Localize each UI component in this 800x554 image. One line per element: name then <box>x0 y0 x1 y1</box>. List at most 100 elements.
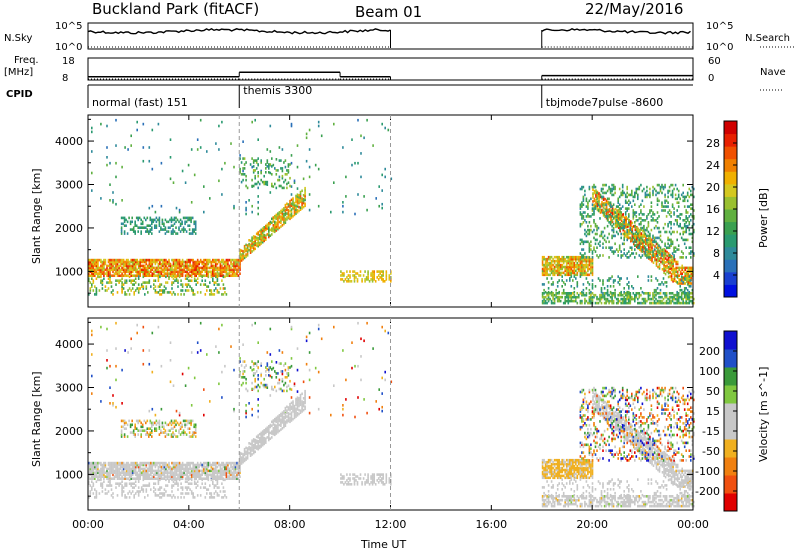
heatmap-cell <box>564 295 566 299</box>
heatmap-cell <box>591 265 594 269</box>
heatmap-cell <box>132 228 135 231</box>
heatmap-cell <box>134 277 137 280</box>
heatmap-cell <box>175 264 178 268</box>
heatmap-cell <box>173 218 176 222</box>
heatmap-cell <box>100 270 102 274</box>
heatmap-cell <box>630 220 632 223</box>
heatmap-cell <box>234 471 237 475</box>
heatmap-cell <box>228 469 231 473</box>
heatmap-cell <box>646 254 648 257</box>
heatmap-cell <box>564 283 566 286</box>
heatmap-cell <box>150 471 152 475</box>
heatmap-cell <box>206 477 208 480</box>
heatmap-cell <box>570 259 573 263</box>
heatmap-cell <box>157 262 160 266</box>
heatmap-cell <box>672 262 674 265</box>
heatmap-cell <box>120 222 123 226</box>
heatmap-cell <box>624 201 627 204</box>
heatmap-cell <box>565 271 568 275</box>
heatmap-cell <box>616 217 618 220</box>
heatmap-cell <box>101 279 104 282</box>
heatmap-cell <box>181 270 184 274</box>
heatmap-cell <box>269 222 272 226</box>
heatmap-cell <box>88 471 90 475</box>
heatmap-cell <box>581 256 583 259</box>
heatmap-cell <box>682 230 684 234</box>
heatmap-cell <box>584 219 586 222</box>
heatmap-cell <box>611 183 613 187</box>
heatmap-cell <box>163 463 166 467</box>
heatmap-cell <box>172 272 175 275</box>
heatmap-cell <box>124 484 126 487</box>
heatmap-cell <box>112 471 114 475</box>
heatmap-cell <box>651 258 653 261</box>
heatmap-cell <box>251 246 253 249</box>
heatmap-cell <box>634 224 636 228</box>
heatmap-cell <box>613 212 615 215</box>
heatmap-cell <box>632 287 635 290</box>
heatmap-cell <box>116 274 119 277</box>
heatmap-cell <box>140 463 143 467</box>
heatmap-cell <box>184 228 186 231</box>
heatmap-cell <box>144 264 146 268</box>
heatmap-cell <box>681 264 683 268</box>
heatmap-cell <box>644 246 647 249</box>
heatmap-cell <box>125 467 128 471</box>
colorbar-swatch <box>724 196 737 210</box>
heatmap-cell <box>186 270 188 274</box>
heatmap-cell <box>148 258 151 262</box>
heatmap-cell <box>115 264 117 268</box>
heatmap-cell <box>180 482 182 485</box>
heatmap-cell <box>597 297 600 301</box>
heatmap-cell <box>349 280 351 283</box>
heatmap-cell <box>654 256 656 260</box>
heatmap-cell <box>190 218 192 222</box>
heatmap-cell <box>112 293 114 296</box>
heatmap-cell <box>581 205 583 208</box>
heatmap-cell <box>581 238 583 242</box>
heatmap-cell <box>128 279 131 282</box>
heatmap-cell <box>603 292 606 295</box>
heatmap-cell <box>572 269 574 273</box>
heatmap-cell <box>95 465 98 469</box>
heatmap-cell <box>649 187 651 191</box>
heatmap-cell <box>579 265 582 269</box>
heatmap-cell <box>547 273 550 277</box>
heatmap-cell <box>639 242 641 246</box>
heatmap-cell <box>254 176 256 180</box>
heatmap-cell <box>137 260 140 264</box>
heatmap-cell <box>219 465 222 469</box>
heatmap-cell <box>239 471 241 475</box>
heatmap-cell <box>590 299 592 303</box>
heatmap-cell <box>94 270 96 274</box>
heatmap-cell <box>175 232 177 235</box>
heatmap-cell <box>621 297 624 301</box>
heatmap-cell <box>190 279 193 282</box>
heatmap-cell <box>380 278 383 281</box>
heatmap-cell <box>689 268 691 272</box>
heatmap-cell <box>142 471 145 475</box>
colorbar-swatch <box>724 158 737 172</box>
heatmap-cell <box>579 292 582 295</box>
heatmap-cell <box>653 290 656 294</box>
heatmap-cell <box>608 232 610 236</box>
heatmap-cell <box>688 222 691 226</box>
heatmap-cell <box>609 222 612 226</box>
heatmap-cell <box>204 264 207 268</box>
heatmap-cell <box>239 250 241 254</box>
heatmap-cell <box>655 219 657 222</box>
heatmap-cell <box>656 211 659 214</box>
heatmap-cell <box>195 266 197 270</box>
heatmap-cell <box>628 232 631 236</box>
heatmap-cell <box>274 220 276 224</box>
heatmap-cell <box>371 270 374 273</box>
heatmap-cell <box>299 208 302 211</box>
heatmap-cell <box>106 473 108 477</box>
heatmap-cell <box>183 496 185 499</box>
heatmap-cell <box>546 273 548 277</box>
heatmap-cell <box>579 211 582 214</box>
heatmap-cell <box>588 299 591 303</box>
heatmap-cell <box>584 211 586 214</box>
heatmap-cell <box>688 279 691 282</box>
heatmap-cell <box>160 272 163 275</box>
